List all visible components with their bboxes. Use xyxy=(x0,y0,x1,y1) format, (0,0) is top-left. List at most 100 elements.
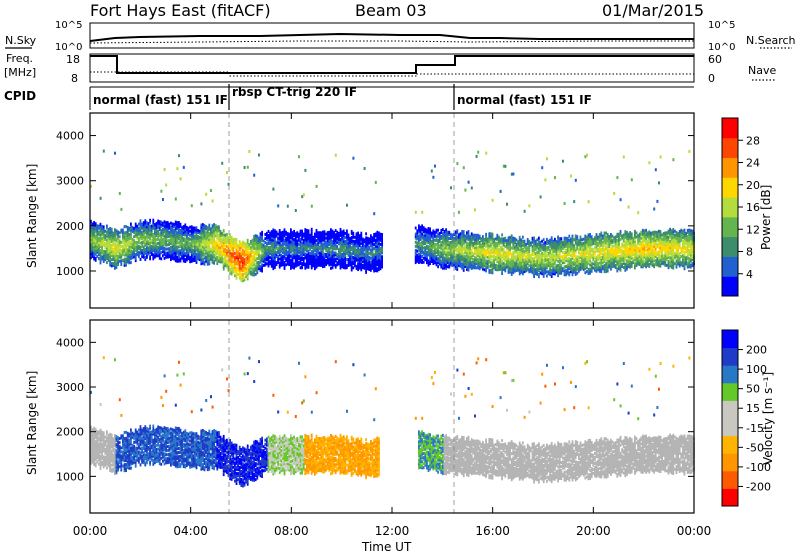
power-cell xyxy=(149,220,151,224)
power-cell xyxy=(182,227,185,230)
power-cell xyxy=(374,267,377,270)
power-cell xyxy=(238,274,241,278)
power-cell xyxy=(360,239,363,243)
power-cell xyxy=(477,262,479,266)
power-cell xyxy=(306,239,308,243)
power-cell xyxy=(490,250,492,254)
power-cell xyxy=(482,263,484,267)
power-cell xyxy=(134,249,137,253)
power-cell xyxy=(554,262,556,266)
power-cell xyxy=(453,237,455,240)
power-cell xyxy=(467,262,470,266)
power-cell xyxy=(160,247,163,251)
power-cell xyxy=(176,233,179,237)
power-cell xyxy=(242,275,244,279)
power-cell xyxy=(438,238,441,242)
power-cell xyxy=(293,248,295,252)
power-cell xyxy=(285,236,287,240)
power-cell xyxy=(230,262,233,266)
power-cell xyxy=(533,258,535,262)
power-cell xyxy=(490,268,492,272)
power-cell xyxy=(213,227,215,231)
power-cell xyxy=(374,252,377,256)
power-cell xyxy=(256,236,259,240)
power-cell xyxy=(200,229,203,233)
power-cell xyxy=(517,258,519,262)
power-cell xyxy=(290,248,292,252)
power-cell xyxy=(485,249,487,253)
power-cell xyxy=(419,258,422,262)
power-cell xyxy=(202,225,204,229)
power-cell xyxy=(106,226,108,230)
power-cell xyxy=(155,250,158,254)
power-cell xyxy=(437,249,439,252)
power-cell xyxy=(563,238,566,242)
power-cell xyxy=(554,237,556,241)
power-cell xyxy=(459,256,462,260)
power-cell xyxy=(216,249,219,253)
power-cell xyxy=(243,249,246,253)
power-cell xyxy=(555,270,558,274)
power-cell xyxy=(368,259,371,263)
power-cell xyxy=(262,249,265,253)
power-cell xyxy=(211,230,214,234)
power-cell xyxy=(355,244,358,248)
power-cell xyxy=(117,261,119,264)
power-cell xyxy=(366,259,369,263)
power-cell xyxy=(147,234,150,238)
power-cell xyxy=(504,164,507,168)
power-cell xyxy=(138,247,140,250)
power-cell xyxy=(566,241,569,245)
power-cell xyxy=(96,226,99,230)
power-cell xyxy=(317,239,319,243)
power-cell xyxy=(349,261,351,265)
power-cell xyxy=(154,255,156,259)
power-cell xyxy=(286,252,289,256)
power-cell xyxy=(477,235,479,239)
power-cell xyxy=(187,232,190,236)
power-cell xyxy=(346,258,348,261)
power-cell xyxy=(566,245,569,249)
power-cell xyxy=(211,238,214,242)
power-cell xyxy=(301,252,303,255)
power-cell xyxy=(568,240,571,244)
power-cell xyxy=(163,226,166,230)
power-cell xyxy=(458,245,460,249)
power-cell xyxy=(523,260,526,263)
power-cell xyxy=(155,252,158,256)
power-cell xyxy=(238,240,241,244)
power-cell xyxy=(538,248,540,252)
power-cell xyxy=(267,238,270,241)
power-cell xyxy=(378,251,380,255)
power-cell xyxy=(354,262,356,266)
power-cell xyxy=(546,248,548,252)
power-cell xyxy=(326,235,329,239)
power-cell xyxy=(94,244,97,248)
power-cell xyxy=(293,244,295,248)
power-cell xyxy=(242,258,244,262)
power-cell xyxy=(566,269,569,273)
power-cell xyxy=(248,263,251,267)
power-cell xyxy=(173,247,175,251)
power-cell xyxy=(208,223,211,227)
power-cell xyxy=(301,237,303,241)
power-cell xyxy=(336,238,339,242)
power-cell xyxy=(464,248,467,252)
power-cell xyxy=(552,266,555,270)
power-cell xyxy=(112,258,115,261)
power-cell xyxy=(320,245,323,249)
power-cell xyxy=(442,232,444,236)
power-cell xyxy=(261,263,263,267)
power-cell xyxy=(157,254,159,258)
power-cell xyxy=(381,237,383,240)
power-cell xyxy=(235,238,238,242)
power-cell xyxy=(322,250,324,254)
power-cell xyxy=(336,230,339,234)
power-cell xyxy=(208,250,211,254)
power-cell xyxy=(538,259,540,262)
power-cell xyxy=(470,236,473,240)
power-cell xyxy=(192,240,195,244)
power-cell xyxy=(547,251,550,255)
power-cell xyxy=(469,245,471,249)
power-cell xyxy=(558,255,561,259)
